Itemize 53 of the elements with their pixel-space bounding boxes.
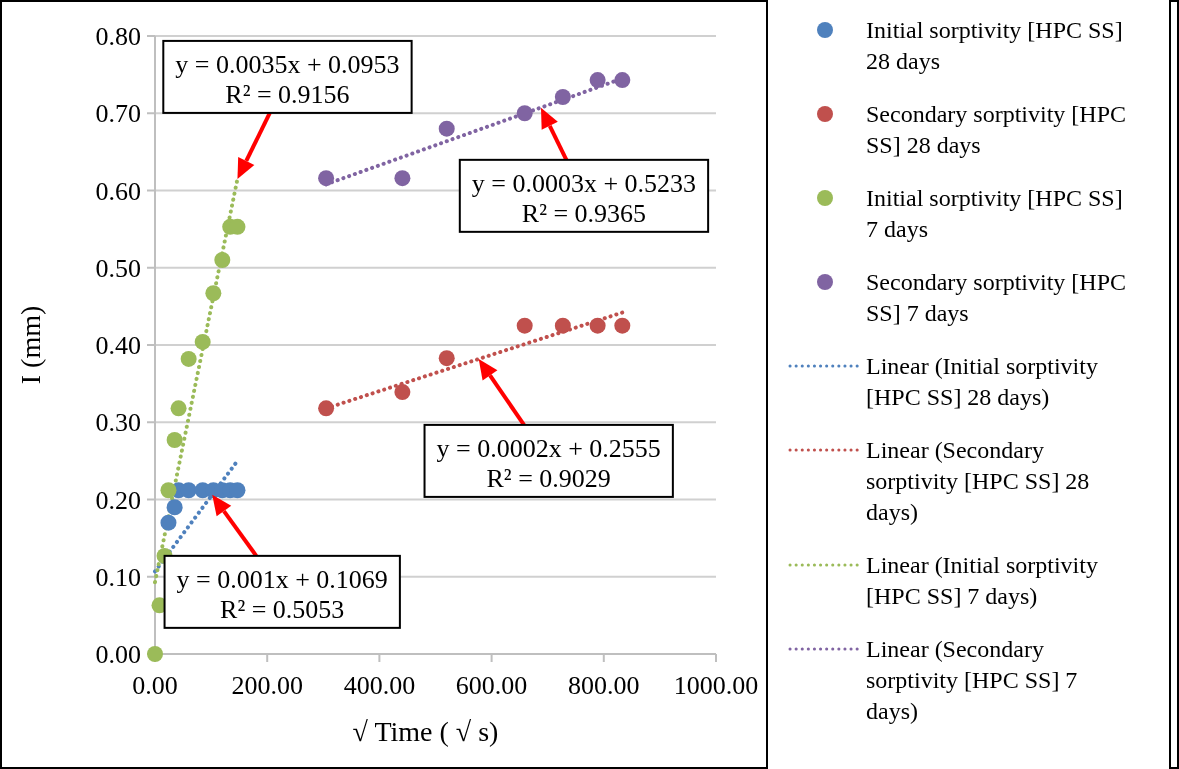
x-tick-label: 600.00 bbox=[455, 671, 528, 700]
y-tick-label: 0.60 bbox=[95, 176, 141, 206]
point bbox=[147, 646, 163, 662]
point bbox=[589, 317, 606, 334]
x-tick-label: 0.00 bbox=[132, 671, 178, 700]
point bbox=[554, 317, 571, 334]
point bbox=[205, 285, 222, 302]
x-tick-label: 1000.00 bbox=[673, 671, 759, 700]
y-tick-label: 0.50 bbox=[95, 253, 141, 283]
point bbox=[160, 514, 177, 531]
y-tick-label: 0.30 bbox=[95, 408, 141, 438]
y-tick-label: 0.70 bbox=[95, 99, 141, 129]
y-tick-label: 0.80 bbox=[95, 22, 141, 52]
legend-label: Linear (Initial sorptivity [HPC SS] 7 days) bbox=[866, 552, 1098, 609]
point bbox=[589, 72, 606, 89]
annotation: y = 0.0003x + 0.5233 R² = 0.9365 bbox=[471, 168, 697, 228]
legend-label: Linear (Initial sorptivity [HPC SS] 28 days) bbox=[866, 353, 1098, 410]
annotation: y = 0.0035x + 0.0953 R² = 0.9156 bbox=[175, 49, 400, 109]
annotation: y = 0.001x + 0.1069 R² = 0.5053 bbox=[176, 564, 388, 624]
legend-label: Initial sorptivity [HPC SS] 7 days bbox=[866, 185, 1123, 242]
point bbox=[214, 252, 231, 269]
point bbox=[516, 105, 533, 122]
legend-label: Linear (Secondary sorptivity [HPC SS] 28 days) bbox=[866, 437, 1090, 525]
point bbox=[516, 317, 533, 334]
legend-label: Linear (Secondary sorptivity [HPC SS] 7 days) bbox=[866, 636, 1078, 724]
point bbox=[614, 72, 631, 89]
legend-label: Secondary sorptivity [HPC SS] 7 days bbox=[866, 269, 1126, 326]
point bbox=[438, 120, 455, 137]
point bbox=[166, 499, 183, 516]
y-axis-title: I (mm) bbox=[15, 305, 46, 385]
y-tick-label: 0.20 bbox=[95, 485, 141, 515]
x-axis-title: √ Time ( √ s) bbox=[352, 716, 499, 747]
y-tick-label: 0.00 bbox=[95, 640, 141, 670]
point bbox=[166, 432, 183, 449]
point bbox=[170, 400, 187, 417]
point bbox=[318, 400, 335, 417]
y-tick-label: 0.10 bbox=[95, 562, 141, 592]
point bbox=[194, 333, 211, 350]
point bbox=[318, 170, 335, 187]
x-tick-label: 400.00 bbox=[343, 671, 416, 700]
x-tick-label: 800.00 bbox=[568, 671, 640, 700]
x-tick-label: 200.00 bbox=[231, 671, 303, 700]
point bbox=[394, 384, 411, 401]
legend-label: Initial sorptivity [HPC SS] 28 days bbox=[866, 17, 1123, 74]
legend-label: Secondary sorptivity [HPC SS] 28 days bbox=[866, 101, 1126, 158]
point bbox=[554, 89, 571, 106]
point bbox=[394, 170, 411, 187]
point bbox=[614, 317, 631, 334]
point bbox=[180, 350, 197, 367]
point bbox=[438, 350, 455, 367]
point bbox=[160, 482, 177, 499]
y-tick-label: 0.40 bbox=[95, 331, 141, 361]
annotation: y = 0.0002x + 0.2555 R² = 0.9029 bbox=[436, 433, 661, 493]
